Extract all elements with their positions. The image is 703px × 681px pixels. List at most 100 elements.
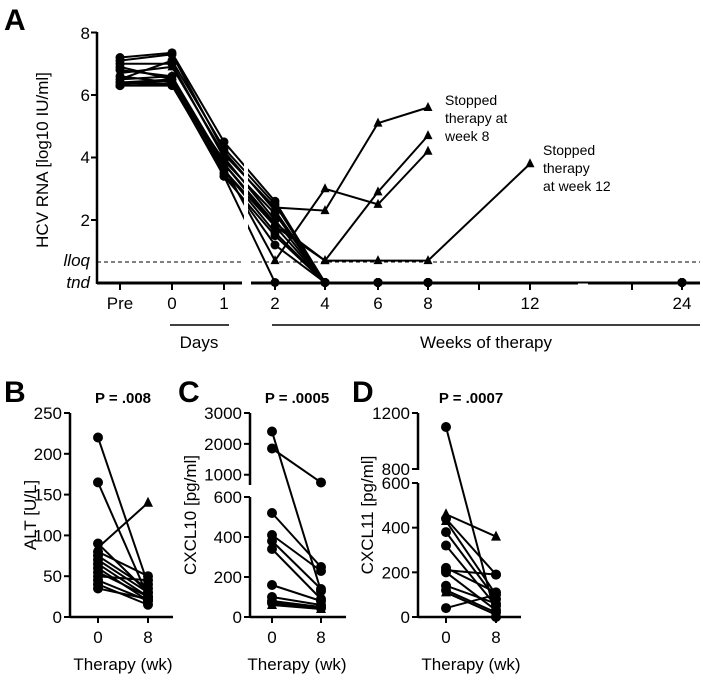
- c-data-point-circle: [316, 477, 326, 488]
- c-x-tick-label: 0: [267, 628, 276, 647]
- a-data-point-triangle: [525, 158, 535, 168]
- d-data-point-triangle: [441, 586, 451, 597]
- b-pair-line: [97, 437, 149, 585]
- a-data-point-triangle: [373, 255, 383, 265]
- a-x-tick-label: 8: [423, 294, 432, 313]
- a-data-point-circle: [219, 171, 229, 181]
- a-data-point-triangle: [115, 67, 125, 77]
- c-pair-line: [271, 604, 322, 610]
- c-pair-line: [271, 534, 322, 572]
- c-x-tick-label: 8: [316, 628, 325, 647]
- a-data-point-triangle: [423, 102, 433, 111]
- annotation-stopped-week-8: Stopped therapy at week 8: [444, 92, 511, 144]
- d-pair-line: [445, 520, 497, 596]
- c-pair-line: [271, 512, 322, 568]
- c-pair-line: [271, 431, 322, 592]
- c-data-point-circle: [267, 580, 277, 590]
- a-series-line: [119, 59, 682, 284]
- d-x-tick-label: 8: [491, 628, 500, 647]
- b-y-tick-label: 0: [53, 608, 62, 627]
- d-data-point-triangle: [491, 530, 501, 541]
- a-data-point-triangle: [167, 61, 177, 71]
- panel-label-a: A: [4, 4, 26, 37]
- a-y-tick: 6: [81, 86, 90, 105]
- a-data-point-triangle: [219, 148, 229, 158]
- c-y-axis-label: CXCL10 [pg/ml]: [181, 455, 200, 575]
- d-data-point-triangle: [441, 514, 451, 525]
- b-y-tick-label: 250: [34, 404, 62, 423]
- d-y-tick-label: 400: [382, 519, 410, 538]
- a-data-point-triangle: [270, 217, 280, 227]
- d-data-point-triangle: [491, 608, 501, 619]
- a-data-point-triangle: [423, 255, 433, 265]
- a-data-point-triangle: [167, 70, 177, 80]
- c-data-point-triangle: [267, 599, 277, 609]
- a-x-tick-label: Pre: [107, 294, 133, 313]
- a-series-line: [119, 53, 682, 284]
- a-y-tick-tnd: tnd: [66, 273, 90, 292]
- b-p-value: P = .008: [95, 390, 151, 407]
- d-y-tick-label: 200: [382, 563, 410, 582]
- d-data-point-circle: [441, 603, 451, 614]
- d-data-point-circle: [491, 569, 501, 580]
- c-y-tick-label: 1000: [204, 466, 242, 485]
- b-x-tick-label: 8: [143, 628, 152, 647]
- b-x-axis-label: Therapy (wk): [73, 655, 172, 674]
- a-series-line: [120, 62, 682, 284]
- c-pair-line: [271, 584, 322, 602]
- d-y-tick-label: 800: [382, 460, 410, 479]
- panel-label-b: B: [4, 376, 26, 409]
- c-y-tick-label: 2000: [204, 435, 242, 454]
- a-y-tick: 4: [81, 148, 90, 167]
- a-data-point-triangle: [423, 145, 433, 155]
- weeks-label: Weeks of therapy: [420, 333, 552, 352]
- annotation-stopped-week-12: Stopped therapy at week 12: [543, 142, 611, 194]
- b-pair-line: [97, 542, 149, 594]
- c-pair-line: [271, 540, 322, 590]
- c-pair-line: [271, 600, 322, 608]
- d-pair-line: [445, 544, 497, 607]
- b-data-point-circle: [143, 594, 153, 605]
- a-x-tick-label: 12: [521, 294, 540, 313]
- c-data-point-circle: [267, 544, 277, 554]
- c-data-point-triangle: [316, 603, 326, 613]
- d-y-axis-label: CXCL11 [pg/ml]: [358, 456, 377, 575]
- a-data-point-triangle: [373, 186, 383, 196]
- a-data-point-triangle: [115, 78, 125, 88]
- c-data-point-circle: [316, 584, 326, 594]
- d-x-tick-label: 0: [441, 628, 450, 647]
- a-x-tick-label: 6: [373, 294, 382, 313]
- a-data-point-circle: [219, 143, 229, 153]
- a-y-axis-label: HCV RNA [log10 IU/ml]: [33, 72, 52, 248]
- d-pair-line: [445, 518, 497, 576]
- a-axis-break-gap: [244, 150, 248, 290]
- a-data-point-triangle: [270, 255, 280, 265]
- c-pair-line: [271, 596, 322, 606]
- a-series-line: [119, 65, 682, 284]
- a-x-tick-label: 2: [270, 294, 279, 313]
- d-data-point-circle: [441, 567, 451, 578]
- b-pair-line: [97, 587, 149, 601]
- c-y-tick-label: 400: [214, 528, 242, 547]
- a-x-tick-label: 4: [320, 294, 329, 313]
- a-series-line: [119, 69, 682, 284]
- b-pair-line: [97, 575, 149, 582]
- c-pair-line: [271, 602, 322, 609]
- d-data-point-circle: [441, 422, 451, 432]
- c-data-point-circle: [267, 443, 277, 454]
- a-x-tick-label: 1: [219, 294, 228, 313]
- a-x-tick-label: 0: [167, 294, 176, 313]
- b-pair-line: [97, 502, 149, 549]
- d-pair-line: [445, 566, 497, 594]
- d-pair-line: [445, 593, 497, 610]
- b-pair-line: [97, 563, 149, 598]
- a-data-point-triangle: [270, 202, 280, 211]
- c-data-point-circle: [267, 426, 277, 437]
- c-y-tick-label: 200: [214, 568, 242, 587]
- a-y-tick: 2: [81, 211, 90, 230]
- b-y-tick-label: 100: [34, 526, 62, 545]
- a-data-point-triangle: [320, 255, 330, 265]
- c-data-point-circle: [267, 508, 277, 518]
- c-x-axis-label: Therapy (wk): [247, 655, 346, 674]
- a-data-point-triangle: [219, 158, 229, 168]
